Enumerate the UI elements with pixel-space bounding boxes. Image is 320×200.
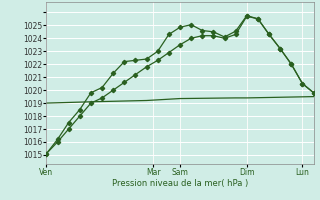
X-axis label: Pression niveau de la mer( hPa ): Pression niveau de la mer( hPa ): [112, 179, 248, 188]
